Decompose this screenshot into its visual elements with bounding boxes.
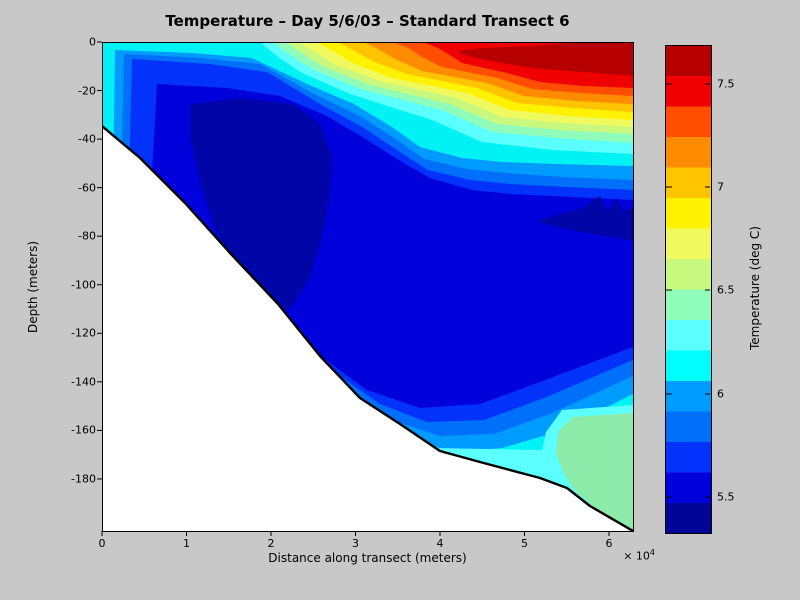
x-tick-0: 0: [98, 537, 106, 550]
chart-title: Temperature – Day 5/6/03 – Standard Tran…: [165, 12, 570, 30]
colorbar-tick-7.5: 7.5: [717, 77, 735, 91]
y-tick--60: -60: [78, 181, 96, 195]
colorbar-tick-6.5: 6.5: [717, 283, 735, 297]
y-tick--140: -140: [71, 375, 96, 389]
x-tick-6: 6: [605, 537, 613, 550]
bathymetry-line: [102, 124, 633, 531]
x-tick-1: 1: [183, 537, 190, 550]
x-axis-exponent: × 104: [623, 548, 655, 563]
x-tick-4: 4: [436, 537, 444, 550]
colorbar-tick-7: 7: [717, 180, 724, 194]
colorbar-label: Temperature (deg C): [748, 226, 762, 351]
y-tick--100: -100: [71, 278, 96, 292]
x-tick-2: 2: [267, 537, 275, 550]
y-tick--120: -120: [71, 326, 96, 340]
x-tick-3: 3: [352, 537, 359, 550]
y-tick--180: -180: [71, 472, 96, 486]
colorbar-tick-5.5: 5.5: [717, 490, 735, 504]
y-tick--80: -80: [78, 229, 96, 243]
y-tick--40: -40: [78, 132, 96, 146]
colorbar-tick-6: 6: [717, 387, 724, 401]
y-tick-0: 0: [89, 35, 96, 49]
contour-field: [102, 42, 633, 531]
y-tick--160: -160: [71, 423, 96, 437]
x-axis-label: Distance along transect (meters): [268, 551, 467, 565]
y-axis-label: Depth (meters): [26, 240, 40, 334]
colorbar: [665, 45, 712, 534]
y-tick--20: -20: [78, 84, 96, 98]
axes-box: [102, 42, 634, 532]
x-tick-5: 5: [521, 537, 528, 550]
